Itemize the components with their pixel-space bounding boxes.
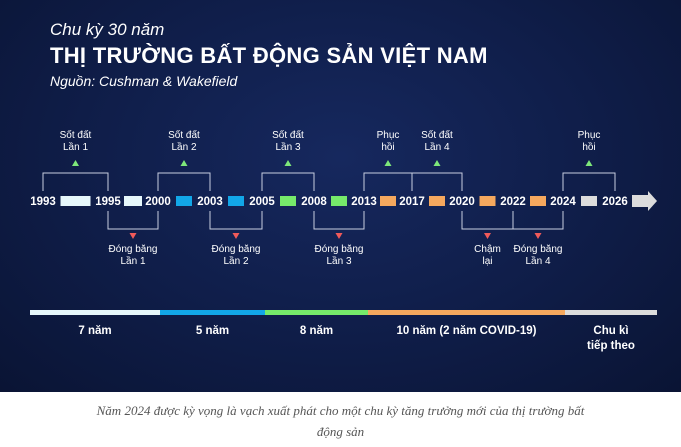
year-label: 2013 xyxy=(351,196,377,208)
event-label: Lần 4 xyxy=(424,141,449,153)
timeline-bracket xyxy=(42,172,109,191)
up-triangle-icon xyxy=(585,160,593,166)
cycle-subtitle: Chu kỳ 30 năm xyxy=(50,20,165,39)
event-label: Lần 1 xyxy=(120,255,145,267)
event-label: Lần 2 xyxy=(223,255,248,267)
caption-line-2: động sản xyxy=(316,424,365,439)
timeline-bracket xyxy=(313,211,365,230)
event-label: Đóng băng xyxy=(315,244,364,255)
cycle-bar-segment xyxy=(368,310,565,315)
up-triangle-icon xyxy=(284,160,292,166)
timeline-segment xyxy=(429,196,445,206)
source-note: Nguồn: Cushman & Wakefield xyxy=(50,73,238,89)
cycle-label: 7 năm xyxy=(78,325,111,337)
year-label: 2008 xyxy=(301,196,327,208)
timeline-segment xyxy=(479,196,496,206)
timeline-bracket xyxy=(157,172,211,191)
year-label: 2017 xyxy=(399,196,425,208)
event-label: Đóng băng xyxy=(109,244,158,255)
event-label: lại xyxy=(482,256,492,267)
year-label: 2005 xyxy=(249,196,275,208)
timeline-segment xyxy=(60,196,91,206)
up-triangle-icon xyxy=(384,160,392,166)
year-label: 2000 xyxy=(145,196,171,208)
timeline-segment xyxy=(228,196,244,206)
down-triangle-icon xyxy=(129,233,137,239)
event-label: hồi xyxy=(381,141,394,153)
timeline-arrow xyxy=(632,191,657,211)
event-label: Sốt đất xyxy=(60,129,92,141)
timeline-bracket xyxy=(562,172,616,191)
year-label: 1993 xyxy=(30,196,56,208)
down-triangle-icon xyxy=(534,233,542,239)
timeline-bracket xyxy=(363,172,413,191)
up-triangle-icon xyxy=(433,160,441,166)
event-label: Lần 3 xyxy=(275,141,300,153)
timeline-bracket xyxy=(107,211,159,230)
caption-line-1: Năm 2024 được kỳ vọng là vạch xuất phát … xyxy=(96,403,585,418)
timeline-segment xyxy=(280,196,296,206)
event-label: Lần 1 xyxy=(63,141,88,153)
event-label: Chậm xyxy=(474,244,501,255)
year-label: 2003 xyxy=(197,196,223,208)
year-label: 2024 xyxy=(550,196,576,208)
timeline-bracket xyxy=(209,211,263,230)
main-title: THỊ TRƯỜNG BẤT ĐỘNG SẢN VIỆT NAM xyxy=(50,43,488,68)
cycle-label: 10 năm (2 năm COVID-19) xyxy=(397,325,537,337)
event-label: Phục xyxy=(578,130,601,141)
timeline-bracket xyxy=(411,172,463,191)
event-label: Sốt đất xyxy=(421,129,453,141)
image-caption: Năm 2024 được kỳ vọng là vạch xuất phát … xyxy=(0,400,681,442)
timeline-bracket xyxy=(261,172,315,191)
year-label: 2022 xyxy=(500,196,526,208)
timeline-segment xyxy=(124,196,142,206)
timeline-segment xyxy=(380,196,396,206)
year-label: 2020 xyxy=(449,196,475,208)
cycle-bar-segment xyxy=(160,310,265,315)
event-label: Lần 3 xyxy=(326,255,351,267)
cycle-label: 8 năm xyxy=(300,325,333,337)
cycle-bar-segment xyxy=(265,310,368,315)
timeline-bracket xyxy=(461,211,514,230)
event-label: Sốt đất xyxy=(168,129,200,141)
year-label: 1995 xyxy=(95,196,121,208)
timeline-bracket xyxy=(512,211,564,230)
timeline-segment xyxy=(331,196,347,206)
event-label: Lần 4 xyxy=(525,255,550,267)
down-triangle-icon xyxy=(484,233,491,239)
infographic: Chu kỳ 30 năm THỊ TRƯỜNG BẤT ĐỘNG SẢN VI… xyxy=(0,0,681,392)
cycle-label: Chu kì xyxy=(593,325,628,337)
timeline-segment xyxy=(176,196,192,206)
event-label: Đóng băng xyxy=(212,244,261,255)
up-triangle-icon xyxy=(180,160,188,166)
event-label: Sốt đất xyxy=(272,129,304,141)
cycle-bar-segment xyxy=(565,310,657,315)
timeline-segment xyxy=(530,196,546,206)
timeline-diagram: 1993 1995 2000 2003 2005 2008 2013 2017 2020 2022… xyxy=(30,129,657,352)
up-triangle-icon xyxy=(72,160,79,166)
cycle-bar-segment xyxy=(30,310,160,315)
cycle-label: tiếp theo xyxy=(587,340,635,352)
down-triangle-icon xyxy=(335,233,343,239)
event-label: Phục xyxy=(377,130,400,141)
timeline-segment xyxy=(581,196,597,206)
year-label: 2026 xyxy=(602,196,628,208)
event-label: Đóng băng xyxy=(514,244,563,255)
down-triangle-icon xyxy=(232,233,240,239)
event-label: hồi xyxy=(582,141,595,153)
event-label: Lần 2 xyxy=(171,141,196,153)
cycle-label: 5 năm xyxy=(196,325,229,337)
